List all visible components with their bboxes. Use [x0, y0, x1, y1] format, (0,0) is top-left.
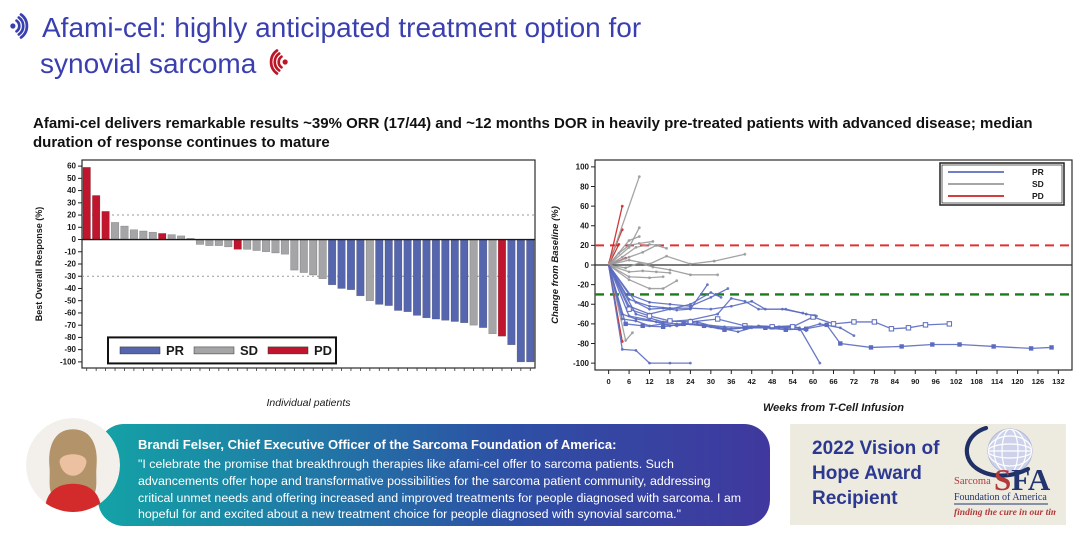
- svg-text:102: 102: [950, 377, 963, 386]
- svg-text:60: 60: [580, 202, 589, 211]
- quote-author: Brandi Felser, Chief Executive Officer o…: [138, 437, 617, 452]
- logo-sfa-text: SFA: [994, 462, 1051, 497]
- svg-text:PD: PD: [314, 343, 332, 358]
- svg-text:Change from Baseline (%): Change from Baseline (%): [550, 206, 561, 324]
- logo-tagline-text: finding the cure in our time: [954, 508, 1056, 518]
- svg-text:-40: -40: [64, 284, 76, 293]
- svg-text:Weeks from T-Cell Infusion: Weeks from T-Cell Infusion: [763, 402, 904, 414]
- svg-text:-10: -10: [64, 247, 76, 256]
- svg-text:48: 48: [768, 377, 776, 386]
- svg-text:SD: SD: [1032, 179, 1044, 189]
- svg-text:-50: -50: [64, 296, 76, 305]
- svg-text:66: 66: [829, 377, 837, 386]
- svg-text:0: 0: [607, 377, 611, 386]
- svg-text:6: 6: [627, 377, 631, 386]
- svg-text:30: 30: [67, 198, 76, 207]
- portrait-photo: [26, 418, 120, 512]
- svg-text:Individual patients: Individual patients: [266, 397, 351, 409]
- svg-text:PD: PD: [1032, 191, 1044, 201]
- svg-text:-100: -100: [60, 357, 77, 366]
- svg-text:84: 84: [891, 377, 900, 386]
- svg-text:-80: -80: [577, 339, 589, 348]
- svg-text:12: 12: [645, 377, 653, 386]
- svg-text:-20: -20: [577, 280, 589, 289]
- quote-card: Brandi Felser, Chief Executive Officer o…: [98, 424, 770, 526]
- svg-text:50: 50: [67, 174, 76, 183]
- sound-wave-open-icon: [8, 12, 34, 44]
- svg-text:-40: -40: [577, 300, 589, 309]
- spider-plot: 0 6 12 18 24 30 36 42 48 54 60 66 72 78 84 90 96 102 108 11…: [545, 150, 1080, 423]
- svg-text:108: 108: [970, 377, 983, 386]
- svg-text:18: 18: [666, 377, 674, 386]
- award-line-3: Recipient: [812, 487, 898, 509]
- svg-text:PR: PR: [1032, 167, 1044, 177]
- svg-text:20: 20: [580, 241, 589, 250]
- svg-text:-70: -70: [64, 321, 76, 330]
- award-line-2: Hope Award: [812, 463, 922, 485]
- quote-text: "I celebrate the promise that breakthrou…: [138, 456, 742, 522]
- svg-text:-100: -100: [573, 359, 590, 368]
- svg-text:114: 114: [991, 377, 1004, 386]
- svg-text:30: 30: [707, 377, 715, 386]
- svg-text:-60: -60: [577, 320, 589, 329]
- svg-text:80: 80: [580, 182, 589, 191]
- svg-text:132: 132: [1052, 377, 1065, 386]
- sfa-foundation-logo: Sarcoma SFA Foundation of America findin…: [944, 425, 1063, 523]
- svg-text:24: 24: [686, 377, 695, 386]
- title-line-2: synovial sarcoma: [40, 48, 257, 80]
- svg-text:-80: -80: [64, 333, 76, 342]
- svg-text:60: 60: [809, 377, 817, 386]
- svg-text:96: 96: [932, 377, 940, 386]
- svg-text:SD: SD: [240, 343, 258, 358]
- svg-text:-30: -30: [64, 272, 76, 281]
- svg-text:40: 40: [580, 222, 589, 231]
- svg-text:100: 100: [576, 163, 590, 172]
- svg-text:-20: -20: [64, 260, 76, 269]
- svg-text:0: 0: [585, 261, 590, 270]
- svg-text:90: 90: [911, 377, 919, 386]
- svg-text:36: 36: [727, 377, 735, 386]
- svg-text:78: 78: [870, 377, 878, 386]
- svg-text:10: 10: [67, 223, 76, 232]
- svg-text:40: 40: [67, 186, 76, 195]
- svg-text:0: 0: [72, 235, 77, 244]
- page-title: Afami-cel: highly anticipated treatment …: [8, 10, 1008, 83]
- award-card: 2022 Vision of Hope Award Recipient Sarc…: [790, 424, 1066, 525]
- svg-text:72: 72: [850, 377, 858, 386]
- waterfall-chart: 60 50 40 30 20 10 0 -10 -20 -30 -40 -50 -60 -70 -80 -90…: [30, 150, 545, 417]
- svg-text:54: 54: [788, 377, 797, 386]
- award-text: 2022 Vision of Hope Award Recipient: [812, 437, 944, 511]
- logo-sarcoma-text: Sarcoma: [954, 476, 991, 487]
- svg-text:126: 126: [1032, 377, 1045, 386]
- swoosh-icon: [964, 425, 1031, 478]
- svg-text:PR: PR: [166, 343, 185, 358]
- award-line-1: 2022 Vision of: [812, 438, 940, 460]
- sound-wave-close-icon: [264, 49, 290, 80]
- logo-foundation-text: Foundation of America: [954, 492, 1047, 503]
- svg-text:-90: -90: [64, 345, 76, 354]
- svg-text:20: 20: [67, 211, 76, 220]
- svg-text:60: 60: [67, 162, 76, 171]
- svg-text:120: 120: [1011, 377, 1024, 386]
- subtitle: Afami-cel delivers remarkable results ~3…: [33, 115, 1033, 151]
- title-line-1: Afami-cel: highly anticipated treatment …: [42, 12, 642, 43]
- svg-text:42: 42: [748, 377, 756, 386]
- svg-text:Best Overall Response (%): Best Overall Response (%): [34, 207, 44, 322]
- svg-text:-60: -60: [64, 309, 76, 318]
